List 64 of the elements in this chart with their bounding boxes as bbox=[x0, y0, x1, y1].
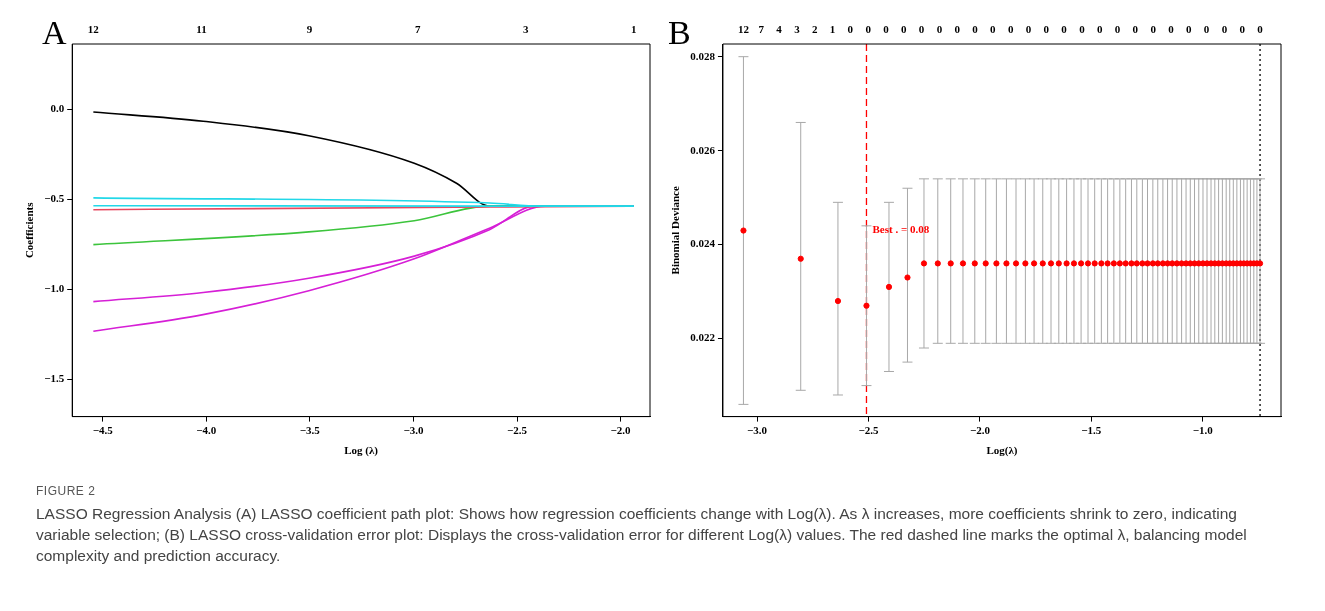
text: 0 bbox=[918, 22, 925, 35]
text: 3 bbox=[794, 22, 801, 35]
text: 0 bbox=[1132, 22, 1139, 35]
x-axis-title: Log(λ) bbox=[986, 444, 1018, 458]
chart-title: A bbox=[42, 14, 67, 51]
y-tick-label: 0.024 bbox=[690, 237, 716, 250]
y-tick-label: −0.5 bbox=[44, 192, 65, 205]
text: 0 bbox=[901, 22, 908, 35]
text: 2 bbox=[811, 22, 818, 35]
text: 0 bbox=[883, 22, 890, 35]
text: 1 bbox=[631, 22, 637, 35]
text: 0 bbox=[1007, 22, 1014, 35]
y-tick-label: 0.026 bbox=[690, 143, 716, 156]
y-axis-title: Binomial Deviance bbox=[669, 186, 682, 275]
x-tick-label: −1.5 bbox=[1081, 424, 1102, 437]
text: 0 bbox=[1043, 22, 1050, 35]
text: 0 bbox=[936, 22, 943, 35]
x-tick-label: −2.0 bbox=[610, 424, 632, 437]
y-tick-label: 0.022 bbox=[690, 331, 716, 344]
text: 0 bbox=[972, 22, 979, 35]
x-tick-label: −2.5 bbox=[506, 424, 528, 437]
x-tick-label: −2.0 bbox=[969, 424, 991, 437]
text: 12 bbox=[87, 22, 100, 35]
text: 0 bbox=[1079, 22, 1086, 35]
x-tick-label: −4.0 bbox=[196, 424, 217, 437]
y-tick-label: 0.028 bbox=[690, 49, 716, 62]
text: 0 bbox=[1150, 22, 1157, 35]
x-tick-label: −3.0 bbox=[403, 424, 424, 437]
x-tick-label: −4.5 bbox=[92, 424, 114, 437]
text: 0 bbox=[847, 22, 854, 35]
text: 0 bbox=[1025, 22, 1032, 35]
text: 0 bbox=[1096, 22, 1103, 35]
text: 0 bbox=[954, 22, 961, 35]
text: 0 bbox=[1203, 22, 1210, 35]
text: 12 bbox=[737, 22, 750, 35]
text: LASSO Regression Analysis (A) LASSO coefficient path plot: Shows how regression coefficients change with Log(λ). As λ increases, more coefficients shrink to zero, indicating variable selection; (B) LASSO cross-validation error plot: Displays the cross-validation error for different Log(λ) values. The red dashed line marks the optimal λ, balancing model complexity and prediction accuracy. bbox=[36, 504, 1248, 566]
annotation: Best . = 0.08 bbox=[872, 223, 930, 236]
text: 4 bbox=[776, 22, 783, 35]
text: 11 bbox=[196, 22, 207, 35]
x-tick-label: −1.0 bbox=[1192, 424, 1214, 437]
text: 0 bbox=[990, 22, 997, 35]
text: 0 bbox=[1168, 22, 1175, 35]
y-axis-title: Coefficients bbox=[23, 201, 36, 259]
caption: FIGURE 2 bbox=[36, 484, 97, 498]
text: 0 bbox=[1257, 22, 1264, 35]
text: 0 bbox=[1221, 22, 1228, 35]
y-tick-label: −1.5 bbox=[44, 372, 65, 385]
text: 0 bbox=[1239, 22, 1246, 35]
text: 0 bbox=[1114, 22, 1121, 35]
x-tick-label: −2.5 bbox=[858, 424, 879, 437]
text: 3 bbox=[522, 22, 529, 35]
text: 0 bbox=[1061, 22, 1068, 35]
x-tick-label: −3.5 bbox=[299, 424, 321, 437]
text: 1 bbox=[829, 22, 836, 35]
y-tick-label: −1.0 bbox=[44, 282, 65, 295]
x-axis-title: Log (λ) bbox=[344, 444, 379, 458]
x-tick-label: −3.0 bbox=[747, 424, 768, 437]
text: 7 bbox=[758, 22, 765, 35]
y-tick-label: 0.0 bbox=[50, 102, 65, 115]
text: 0 bbox=[1186, 22, 1193, 35]
text: 7 bbox=[414, 22, 421, 35]
text: 0 bbox=[865, 22, 872, 35]
chart-title: B bbox=[668, 14, 691, 51]
text: 9 bbox=[306, 22, 313, 35]
